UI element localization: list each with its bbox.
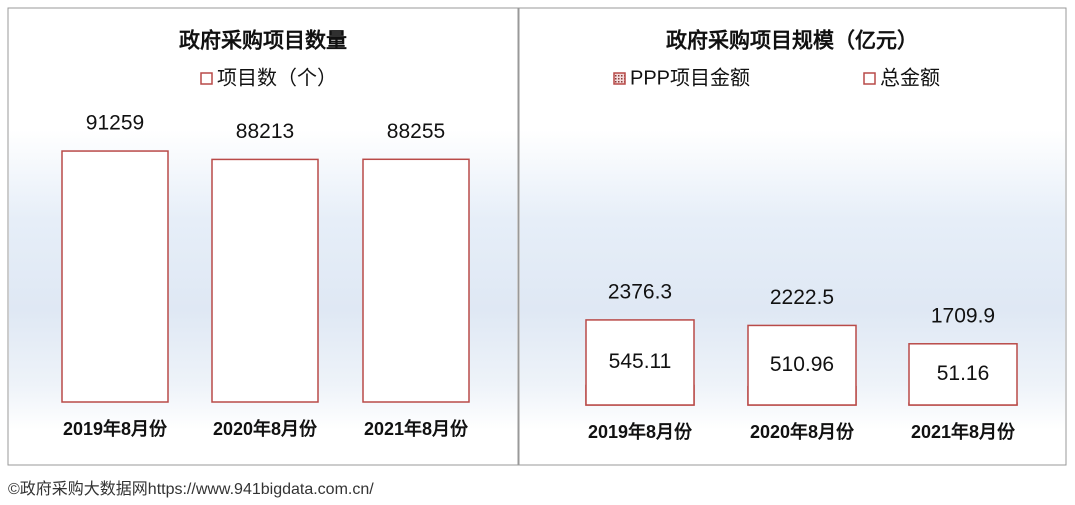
legend-marker	[863, 72, 876, 85]
value-label: 88255	[387, 120, 445, 143]
legend-label: 总金额	[880, 66, 940, 89]
bar	[747, 324, 857, 406]
legend-marker	[200, 72, 213, 85]
value-label: 2376.3	[608, 280, 672, 303]
x-tick-label: 2020年8月份	[750, 421, 855, 442]
value-label: 91259	[86, 112, 144, 135]
x-tick-label: 2019年8月份	[588, 421, 693, 442]
value-label: 88213	[236, 120, 294, 143]
footer: ©政府采购大数据网https://www.941bigdata.com.cn/	[8, 480, 374, 498]
x-tick-label: 2019年8月份	[63, 418, 168, 439]
legend-label: 项目数（个）	[217, 66, 337, 89]
value-label: 51.16	[937, 362, 990, 385]
bar	[908, 343, 1018, 406]
bar	[61, 150, 169, 403]
bar	[362, 158, 470, 403]
value-label: 510.96	[770, 353, 834, 376]
chart-title: 政府采购项目数量	[179, 29, 347, 53]
bar	[585, 319, 695, 406]
bar	[211, 158, 319, 403]
value-label: 545.11	[609, 350, 672, 373]
value-label: 1709.9	[931, 304, 995, 327]
value-label: 2222.5	[770, 286, 834, 309]
legend-marker	[613, 72, 626, 85]
x-tick-label: 2020年8月份	[213, 418, 318, 439]
x-tick-label: 2021年8月份	[911, 421, 1016, 442]
chart-title: 政府采购项目规模（亿元）	[666, 29, 918, 53]
x-tick-label: 2021年8月份	[364, 418, 469, 439]
legend-label: PPP项目金额	[630, 66, 750, 89]
